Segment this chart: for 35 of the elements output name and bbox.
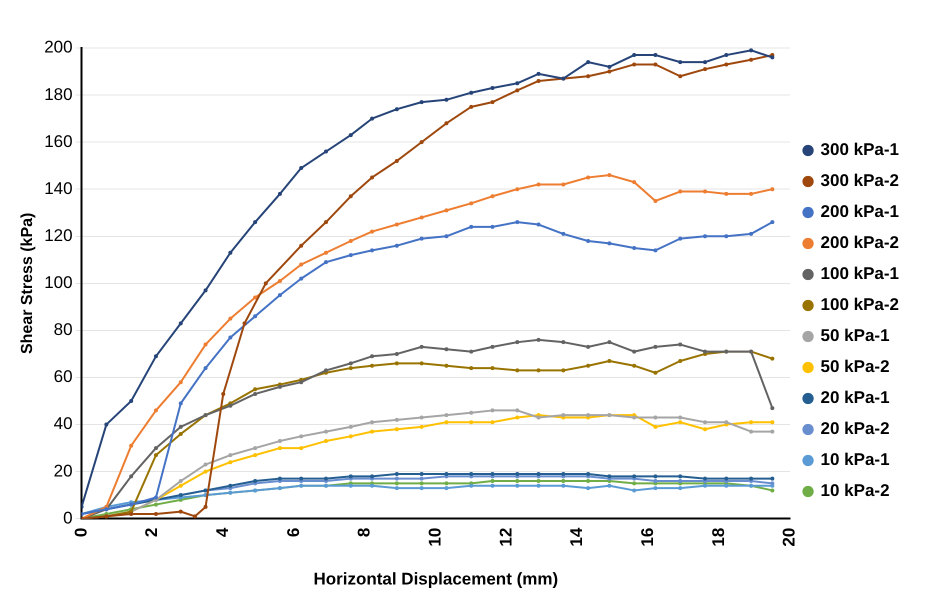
x-tick-label: 10 [425,528,444,547]
y-tick-label: 20 [54,461,73,480]
legend-label: 10 kPa-2 [820,481,890,500]
x-tick-label: 18 [708,528,728,547]
y-axis-title: Shear Stress (kPa) [19,212,36,354]
legend-label: 300 kPa-2 [820,171,899,190]
legend-label: 100 kPa-2 [820,295,899,314]
x-tick-label: 14 [567,527,586,547]
x-tick-label: 16 [638,528,658,547]
x-tick-label: 0 [71,528,90,538]
y-tick-label: 100 [44,273,73,292]
y-tick-label: 60 [54,367,73,386]
y-tick-label: 180 [44,84,73,104]
y-tick-label: 160 [44,132,73,151]
x-tick-label: 8 [354,528,374,538]
legend-label: 10 kPa-1 [820,450,890,470]
legend-label: 20 kPa-2 [820,419,890,438]
y-tick-label: 200 [44,38,73,57]
y-tick-label: 40 [54,414,73,434]
legend-label: 20 kPa-1 [820,388,890,408]
legend-label: 50 kPa-2 [820,357,890,376]
legend-label: 100 kPa-1 [820,264,899,284]
y-tick-label: 120 [44,226,73,245]
x-tick-label: 6 [284,528,303,538]
legend-label: 50 kPa-1 [820,326,890,346]
x-tick-label: 20 [780,528,799,547]
y-tick-label: 80 [54,320,73,340]
x-tick-label: 4 [212,527,232,538]
x-axis-title: Horizontal Displacement (mm) [313,569,558,588]
legend-label: 200 kPa-2 [820,233,899,252]
x-tick-label: 12 [496,528,516,547]
legend-label: 300 kPa-1 [820,140,899,160]
x-tick-label: 2 [142,528,162,538]
legend-label: 200 kPa-1 [820,202,899,222]
y-tick-label: 140 [44,178,73,198]
